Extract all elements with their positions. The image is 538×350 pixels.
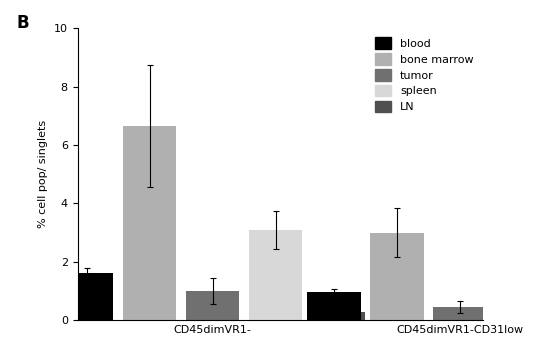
Bar xyxy=(249,230,302,320)
Bar xyxy=(312,312,365,320)
Text: B: B xyxy=(17,14,30,32)
Bar xyxy=(497,252,538,320)
Bar xyxy=(307,293,361,320)
Bar xyxy=(370,233,424,320)
Bar xyxy=(433,307,487,320)
Bar xyxy=(123,126,176,320)
Bar xyxy=(186,291,239,320)
Legend: blood, bone marrow, tumor, spleen, LN: blood, bone marrow, tumor, spleen, LN xyxy=(371,34,477,116)
Y-axis label: % cell pop/ singlets: % cell pop/ singlets xyxy=(38,120,48,228)
Bar xyxy=(60,273,114,320)
